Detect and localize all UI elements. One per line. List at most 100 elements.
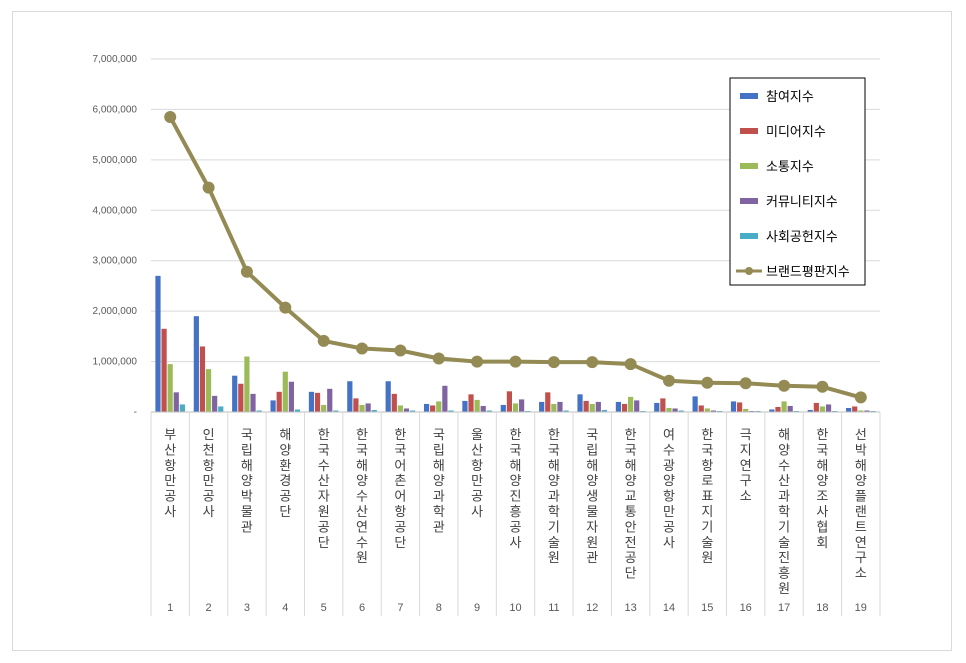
bar	[486, 410, 492, 412]
bar	[430, 405, 436, 412]
bar	[238, 383, 244, 412]
y-tick-label: 5,000,000	[93, 155, 138, 166]
bar	[870, 410, 876, 412]
bar	[500, 404, 506, 412]
bar	[212, 395, 218, 412]
line-point	[816, 380, 829, 393]
y-tick-label: -	[134, 407, 137, 418]
category-index-label: 11	[548, 602, 559, 614]
bar	[545, 392, 551, 412]
bar	[832, 410, 838, 412]
bar	[716, 410, 723, 412]
bar	[640, 410, 646, 412]
bar	[628, 396, 634, 412]
category-index-label: 19	[855, 602, 867, 614]
bar	[595, 401, 601, 412]
bar	[371, 409, 377, 412]
bar	[710, 410, 717, 412]
category-index-label: 14	[663, 602, 675, 614]
legend-entry-label: 소통지수	[766, 160, 814, 175]
legend-entry-label: 참여지수	[766, 90, 814, 105]
legend-swatch	[740, 198, 758, 204]
legend-swatch-marker	[745, 267, 753, 275]
bar	[678, 410, 684, 412]
bar	[218, 406, 224, 412]
bar	[601, 409, 608, 412]
bar	[474, 399, 480, 412]
line-point	[663, 374, 675, 387]
bar	[852, 406, 858, 412]
bar	[288, 381, 294, 412]
bar	[775, 406, 781, 412]
bar	[660, 398, 666, 412]
category-index-label: 18	[816, 602, 828, 614]
legend-entry-label: 사회공헌지수	[766, 230, 838, 245]
bar	[347, 381, 353, 412]
bar	[858, 410, 864, 412]
bar	[173, 392, 179, 412]
bar	[730, 401, 737, 412]
bar	[551, 403, 557, 412]
bar	[365, 403, 371, 412]
line-point	[701, 376, 714, 389]
line-point	[586, 356, 599, 369]
category-index-label: 6	[359, 602, 365, 614]
bar	[563, 410, 569, 412]
line-point	[854, 391, 867, 404]
bar	[787, 405, 793, 412]
bar	[583, 400, 589, 412]
line-point	[317, 334, 330, 347]
bar	[294, 409, 301, 412]
bar	[539, 401, 545, 412]
bar	[621, 403, 628, 412]
bar	[749, 410, 755, 412]
legend-swatch	[740, 128, 758, 134]
bar	[462, 400, 468, 412]
bar	[353, 398, 359, 412]
chart-svg: - 1,000,000 2,000,000 3,000,000 4,000,000 5,0…	[93, 54, 881, 616]
bar	[525, 410, 531, 412]
category-index-label: 12	[586, 602, 598, 614]
category-index-label: 7	[397, 602, 403, 614]
gridlines	[151, 58, 880, 363]
y-axis-tick-labels: - 1,000,000 2,000,000 3,000,000 4,000,000 5,0…	[93, 54, 138, 418]
category-index-label: 3	[244, 602, 250, 614]
category-index-label: 17	[778, 602, 790, 614]
bar	[232, 375, 238, 412]
y-tick-label: 2,000,000	[93, 306, 138, 317]
bar	[448, 410, 454, 412]
bar	[423, 403, 430, 412]
bar	[327, 388, 333, 412]
category-index-label: 2	[206, 602, 212, 614]
line-point	[778, 379, 791, 392]
bar	[403, 408, 410, 412]
line-point	[240, 265, 253, 278]
category-index-label: 13	[624, 602, 636, 614]
bar	[409, 410, 416, 412]
bar	[769, 409, 775, 412]
bar	[250, 393, 256, 412]
line-series	[164, 111, 867, 404]
line-point	[624, 358, 637, 371]
bar	[167, 364, 173, 412]
bar-series	[155, 275, 876, 412]
chart-frame: - 1,000,000 2,000,000 3,000,000 4,000,000 5,0…	[12, 11, 952, 651]
bar	[512, 403, 519, 412]
category-index-label: 8	[436, 602, 442, 614]
line-point	[279, 301, 292, 314]
category-labels: 부 산 항 만 공 사 1 인 천 항 만 공 사 2 국 립 해 양 박 물 관 3 해 양 환 경 공 단 4 한 국 수 산 자 원 공 단 5 한 국…	[164, 428, 867, 614]
